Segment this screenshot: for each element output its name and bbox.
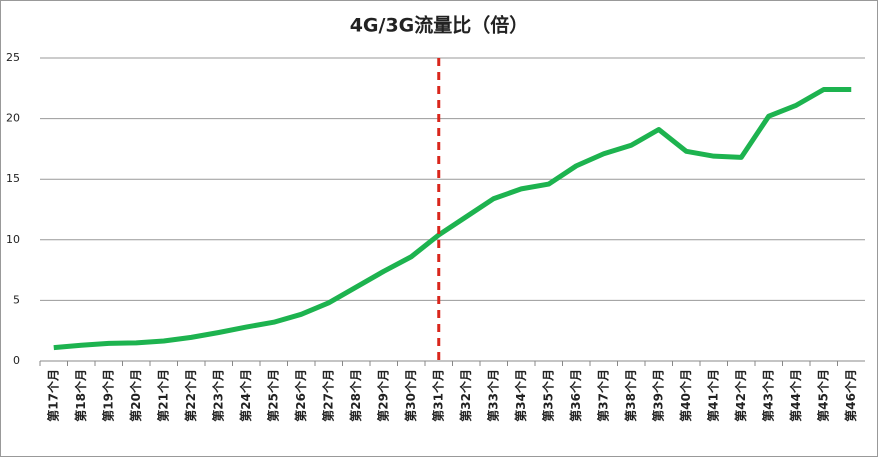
x-tick-label: 第39个月	[650, 369, 665, 422]
x-tick-label: 第42个月	[733, 369, 748, 422]
x-tick-label: 第45个月	[815, 369, 830, 422]
x-tick-label: 第31个月	[430, 369, 445, 422]
x-tick-label: 第46个月	[843, 369, 858, 422]
chart-title: 4G/3G流量比（倍）	[350, 14, 529, 37]
x-tick-label: 第43个月	[760, 369, 775, 422]
y-tick-label: 0	[13, 354, 20, 367]
x-tick-label: 第19个月	[100, 369, 115, 422]
y-tick-label: 10	[6, 233, 20, 246]
y-tick-label: 25	[6, 51, 20, 64]
x-tick-label: 第37个月	[595, 369, 610, 422]
x-tick-label: 第27个月	[320, 369, 335, 422]
x-tick-label: 第22个月	[183, 369, 198, 422]
x-tick-label: 第38个月	[623, 369, 638, 422]
x-tick-label: 第41个月	[705, 369, 720, 422]
x-tick-label: 第29个月	[375, 369, 390, 422]
y-tick-label: 5	[13, 293, 20, 306]
x-tick-label: 第36个月	[568, 369, 583, 422]
x-tick-label: 第30个月	[403, 369, 418, 422]
data-line	[53, 87, 852, 351]
x-tick-label: 第25个月	[265, 369, 280, 422]
x-tick-label: 第18个月	[73, 369, 88, 422]
x-tick-label: 第32个月	[458, 369, 473, 422]
x-tick-label: 第33个月	[485, 369, 500, 422]
x-tick-label: 第20个月	[128, 369, 143, 422]
x-tick-label: 第23个月	[210, 369, 225, 422]
x-tick-label: 第17个月	[45, 369, 60, 422]
x-tick-label: 第34个月	[513, 369, 528, 422]
x-tick-label: 第40个月	[678, 369, 693, 422]
x-tick-label: 第26个月	[293, 369, 308, 422]
x-tick-label: 第28个月	[348, 369, 363, 422]
x-tick-label: 第24个月	[238, 369, 253, 422]
y-tick-label: 15	[6, 172, 20, 185]
y-tick-label: 20	[6, 112, 20, 125]
x-tick-label: 第21个月	[155, 369, 170, 422]
x-tick-label: 第44个月	[788, 369, 803, 422]
x-tick-label: 第35个月	[540, 369, 555, 422]
